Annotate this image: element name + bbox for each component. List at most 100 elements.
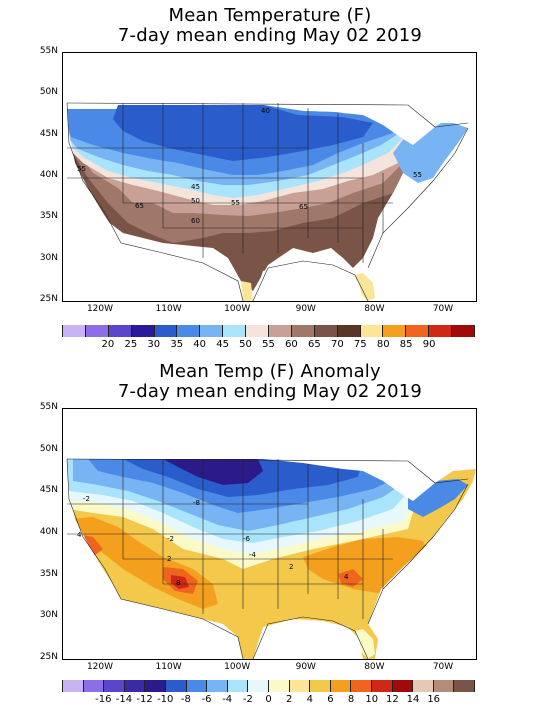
latitude-label: 30N xyxy=(39,610,58,621)
colorbar-swatch xyxy=(154,325,178,337)
colorbar-tick-label: 70 xyxy=(330,339,344,350)
colorbar-swatch xyxy=(62,680,84,692)
colorbar-swatch xyxy=(291,325,315,337)
bottom-mexico-gulf-mask xyxy=(63,599,363,659)
colorbar-swatch xyxy=(165,680,187,692)
colorbar-swatch xyxy=(124,680,146,692)
colorbar-swatch xyxy=(177,325,201,337)
colorbar-swatch xyxy=(200,325,224,337)
colorbar-swatch xyxy=(383,325,407,337)
latitude-label: 40N xyxy=(39,527,58,537)
colorbar-swatch xyxy=(454,680,475,692)
colorbar-tick-label: 10 xyxy=(365,694,379,705)
bottom-band-8-10 xyxy=(171,575,189,589)
colorbar-tick-label: 80 xyxy=(376,339,390,350)
colorbar-tick-label: -12 xyxy=(136,694,153,705)
colorbar-swatch xyxy=(289,680,311,692)
colorbar-tick-label: 35 xyxy=(170,339,184,350)
colorbar-swatch xyxy=(145,680,166,692)
latitude-label: 50N xyxy=(39,87,58,98)
bottom-contour-label: -8 xyxy=(193,499,200,507)
colorbar-swatch xyxy=(83,680,105,692)
colorbar-tick-label: 30 xyxy=(147,339,161,350)
colorbar-swatch xyxy=(433,680,455,692)
colorbar-tick-label: 2 xyxy=(285,694,293,705)
latitude-label: 25N xyxy=(39,294,58,304)
colorbar-tick-label: 0 xyxy=(265,694,272,705)
top-contour-label: 55 xyxy=(77,165,86,173)
colorbar-tick-label: 60 xyxy=(285,339,298,350)
latitude-label: 55N xyxy=(39,46,58,56)
bottom-colorbar xyxy=(62,680,475,692)
top-contour-label: 55 xyxy=(231,199,240,207)
colorbar-swatch xyxy=(186,680,208,692)
colorbar-swatch xyxy=(429,325,453,337)
colorbar-tick-label: 4 xyxy=(306,694,313,705)
colorbar-swatch xyxy=(360,325,384,337)
latitude-label: 45N xyxy=(39,485,58,496)
colorbar-tick-label: 8 xyxy=(347,694,355,705)
colorbar-swatch xyxy=(413,680,434,692)
longitude-label: 90W xyxy=(295,662,316,672)
bottom-band-6-8 xyxy=(78,534,198,594)
colorbar-swatch xyxy=(452,325,476,337)
bottom-anomaly-map: -2 -8 -6 -4 -2 2 2 4 8 4 xyxy=(62,408,477,660)
colorbar-tick-label: -4 xyxy=(222,694,233,705)
colorbar-swatch xyxy=(337,325,361,337)
longitude-label: 70W xyxy=(432,662,454,672)
bottom-contour-label: -2 xyxy=(83,495,90,503)
longitude-label: 110W xyxy=(155,304,182,314)
longitude-label: 120W xyxy=(86,304,114,314)
colorbar-tick-label: -8 xyxy=(180,694,191,705)
colorbar-swatch xyxy=(246,325,270,337)
colorbar-swatch xyxy=(248,680,269,692)
colorbar-swatch xyxy=(268,680,290,692)
latitude-label: 40N xyxy=(39,170,58,180)
top-contour-label: 55 xyxy=(413,171,422,179)
bottom-contour-label: 4 xyxy=(344,573,349,581)
colorbar-swatch xyxy=(406,325,430,337)
latitude-label: 35N xyxy=(39,211,58,222)
colorbar-tick-label: -16 xyxy=(95,694,112,705)
longitude-label: 120W xyxy=(86,662,114,672)
top-contour-label: 50 xyxy=(191,197,200,205)
colorbar-tick-label: -10 xyxy=(157,694,174,705)
bottom-florida xyxy=(355,629,375,659)
top-pacific-mask xyxy=(63,103,121,243)
latitude-label: 55N xyxy=(39,402,58,412)
top-contour-labels: 40 45 50 55 55 60 65 65 55 xyxy=(77,107,422,225)
top-atlantic-mask xyxy=(368,113,476,301)
colorbar-tick-label: 90 xyxy=(422,339,436,350)
colorbar-tick-label: 14 xyxy=(406,694,420,705)
bottom-contour-label: 4 xyxy=(77,531,82,539)
bottom-contour-label: -6 xyxy=(243,535,251,543)
bottom-band-southeast-6-8 xyxy=(338,569,363,587)
colorbar-swatch xyxy=(227,680,249,692)
bottom-title-line1: Mean Temp (F) Anomaly xyxy=(159,361,381,382)
top-map-svg: 40 45 50 55 55 60 65 65 55 xyxy=(63,53,476,301)
bottom-map-svg: -2 -8 -6 -4 -2 2 2 4 8 4 xyxy=(63,409,476,659)
colorbar-tick-label: 45 xyxy=(216,339,229,350)
latitude-label: 35N xyxy=(39,568,58,579)
colorbar-swatch xyxy=(371,680,393,692)
longitude-label: 110W xyxy=(155,662,182,672)
colorbar-swatch xyxy=(108,325,132,337)
top-title-line2: 7-day mean ending May 02 2019 xyxy=(117,25,423,46)
longitude-label: 70W xyxy=(432,304,454,314)
top-contour-label: 65 xyxy=(135,202,144,210)
colorbar-swatch xyxy=(104,680,125,692)
colorbar-tick-label: 55 xyxy=(262,339,275,350)
latitude-label: 45N xyxy=(39,128,58,139)
top-temperature-map: 40 45 50 55 55 60 65 65 55 xyxy=(62,52,477,302)
colorbar-swatch xyxy=(392,680,414,692)
bottom-band-neg12-neg10 xyxy=(163,459,263,485)
longitude-label: 80W xyxy=(364,304,385,314)
colorbar-tick-label: 25 xyxy=(124,339,138,350)
colorbar-swatch xyxy=(223,325,247,337)
top-contour-label: 60 xyxy=(191,217,200,225)
colorbar-swatch xyxy=(85,325,109,337)
colorbar-swatch xyxy=(310,680,331,692)
colorbar-tick-label: 40 xyxy=(193,339,207,350)
bottom-pacific-mask xyxy=(63,459,121,599)
colorbar-tick-label: 16 xyxy=(427,694,441,705)
